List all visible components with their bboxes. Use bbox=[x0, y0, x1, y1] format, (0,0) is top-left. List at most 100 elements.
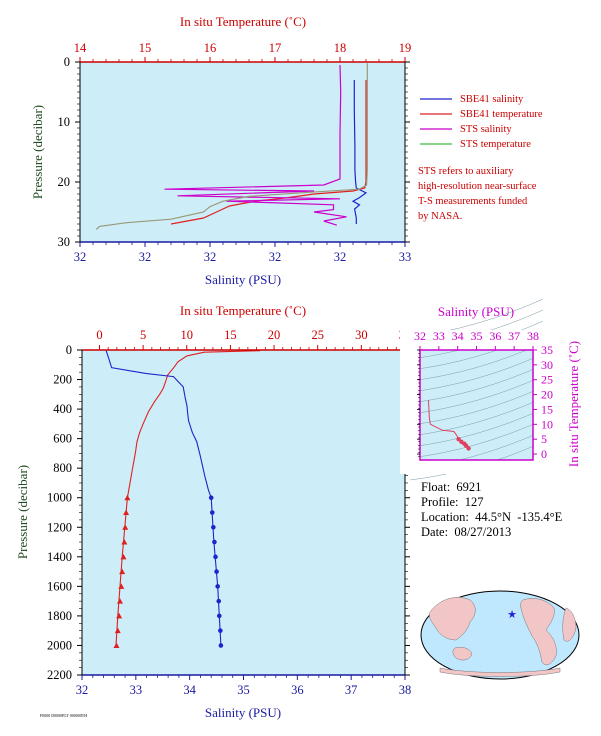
ts-temp-axis-label: In situ Temperature (˚C) bbox=[566, 341, 581, 467]
ts-sal-tick-label: 35 bbox=[471, 329, 483, 343]
legend-label-sbe41-temperature: SBE41 temperature bbox=[460, 109, 543, 120]
top-pressure-tick-label: 10 bbox=[58, 115, 71, 129]
sts-note-line-3: T-S measurements funded bbox=[418, 196, 528, 207]
legend-label-sts-salinity: STS salinity bbox=[460, 124, 512, 135]
temp-marker bbox=[124, 494, 131, 501]
main-sal-tick-label: 34 bbox=[183, 683, 196, 697]
main-sal-tick-label: 37 bbox=[345, 683, 358, 697]
top-temp-axis-label: In situ Temperature (˚C) bbox=[180, 14, 306, 29]
info-location-row: Location: 44.5°N -135.4°E bbox=[421, 510, 562, 525]
info-float-value: 6921 bbox=[456, 480, 482, 494]
footer-small-text: F0000 D0000PLT 000000TH bbox=[40, 713, 87, 718]
ts-sal-tick-label: 34 bbox=[452, 329, 464, 343]
top-profile-chart: 14 15 16 17 18 19 32 32 32 32 32 33 0 10 20 30 In situ … bbox=[30, 14, 411, 287]
ts-density-contour bbox=[409, 408, 544, 448]
ts-temp-tick-label: 25 bbox=[541, 373, 553, 387]
main-pressure-tick-label: 1400 bbox=[47, 550, 72, 564]
main-temp-tick-label: 10 bbox=[181, 328, 194, 342]
top-series-sts-salinity bbox=[164, 64, 347, 226]
temp-marker bbox=[122, 524, 129, 530]
ts-mask-top bbox=[400, 330, 553, 350]
info-location-value: 44.5°N -135.4°E bbox=[475, 510, 563, 524]
legend-label-sts-temperature: STS temperature bbox=[460, 139, 531, 150]
ts-density-contour bbox=[409, 353, 544, 393]
temp-marker bbox=[123, 509, 130, 515]
main-temp-tick-label: 20 bbox=[268, 328, 281, 342]
ts-sal-tick-label: 32 bbox=[414, 329, 426, 343]
temp-marker bbox=[116, 598, 123, 604]
main-pressure-tick-label: 2000 bbox=[47, 638, 72, 652]
temp-marker bbox=[114, 627, 121, 634]
sal-marker bbox=[215, 584, 220, 589]
sal-marker bbox=[218, 643, 224, 648]
top-pressure-tick-label: 30 bbox=[58, 235, 71, 249]
ts-sal-axis-label: Salinity (PSU) bbox=[438, 304, 514, 319]
sal-marker bbox=[216, 598, 222, 604]
info-profile-label: Profile: bbox=[421, 495, 459, 509]
world-map: ★ bbox=[420, 590, 580, 680]
top-temp-tick-label: 14 bbox=[74, 41, 87, 55]
top-sal-tick-label: 32 bbox=[204, 250, 217, 264]
ts-density-contour bbox=[409, 375, 544, 415]
ts-profile-point bbox=[456, 436, 461, 442]
main-temp-tick-label: 30 bbox=[355, 328, 368, 342]
ts-profile-point bbox=[466, 446, 471, 451]
top-sal-axis-label: Salinity (PSU) bbox=[205, 272, 281, 287]
main-pressure-tick-label: 200 bbox=[53, 373, 72, 387]
top-sal-tick-label: 32 bbox=[269, 250, 282, 264]
legend-label-sbe41-salinity: SBE41 salinity bbox=[460, 94, 524, 105]
main-pressure-tick-label: 1800 bbox=[47, 609, 72, 623]
map-land-australia bbox=[452, 647, 473, 661]
top-temp-tick-label: 17 bbox=[269, 41, 282, 55]
ts-mask-left bbox=[400, 350, 420, 460]
main-temp-axis-label: In situ Temperature (˚C) bbox=[180, 303, 306, 318]
ts-density-contour bbox=[409, 397, 544, 437]
ts-mask-bottom bbox=[400, 460, 553, 474]
main-pressure-tick-label: 800 bbox=[53, 461, 72, 475]
ts-temp-tick-label: 35 bbox=[541, 343, 553, 357]
main-pressure-tick-label: 2200 bbox=[47, 668, 72, 682]
top-series-sbe41-salinity bbox=[351, 80, 368, 224]
main-sal-axis-label: Salinity (PSU) bbox=[205, 705, 281, 720]
sal-marker bbox=[208, 495, 214, 501]
legend: SBE41 salinity SBE41 temperature STS sal… bbox=[418, 94, 543, 222]
info-profile-row: Profile: 127 bbox=[421, 495, 484, 510]
main-pressure-axis-label: Pressure (decibar) bbox=[15, 465, 30, 559]
main-pressure-tick-label: 600 bbox=[53, 432, 72, 446]
top-temp-tick-label: 19 bbox=[399, 41, 412, 55]
ts-temp-tick-label: 0 bbox=[541, 447, 547, 461]
ts-sal-tick-label: 36 bbox=[489, 329, 501, 343]
ts-mask-right bbox=[533, 350, 545, 460]
top-sal-tick-label: 32 bbox=[74, 250, 87, 264]
ts-plot-area bbox=[420, 350, 533, 460]
top-pressure-tick-label: 20 bbox=[58, 175, 71, 189]
top-sal-tick-label: 33 bbox=[399, 250, 412, 264]
main-sal-tick-label: 32 bbox=[76, 683, 89, 697]
ts-sal-tick-label: 37 bbox=[508, 329, 520, 343]
ts-density-contour bbox=[409, 386, 544, 426]
info-date-value: 08/27/2013 bbox=[454, 525, 512, 539]
main-temp-tick-label: 25 bbox=[311, 328, 324, 342]
info-float-label: Float: bbox=[421, 480, 451, 494]
temp-marker bbox=[113, 642, 120, 648]
top-sal-tick-label: 32 bbox=[139, 250, 152, 264]
sal-marker bbox=[216, 613, 222, 619]
info-date-label: Date: bbox=[421, 525, 449, 539]
main-pressure-tick-label: 1600 bbox=[47, 579, 72, 593]
sal-marker bbox=[212, 539, 217, 545]
map-land-asia bbox=[429, 597, 476, 641]
float-location-marker-icon: ★ bbox=[507, 609, 517, 621]
sal-marker bbox=[218, 628, 223, 633]
main-pressure-tick-label: 1000 bbox=[47, 491, 72, 505]
sal-marker bbox=[213, 554, 218, 560]
main-sal-tick-label: 33 bbox=[130, 683, 143, 697]
ts-sal-tick-label: 38 bbox=[527, 329, 539, 343]
sal-marker bbox=[211, 524, 216, 530]
info-date-row: Date: 08/27/2013 bbox=[421, 525, 511, 540]
ts-temp-tick-label: 15 bbox=[541, 402, 553, 416]
sts-note-line-4: by NASA. bbox=[418, 211, 462, 222]
main-temp-tick-label: 5 bbox=[140, 328, 146, 342]
main-temp-tick-label: 15 bbox=[224, 328, 237, 342]
